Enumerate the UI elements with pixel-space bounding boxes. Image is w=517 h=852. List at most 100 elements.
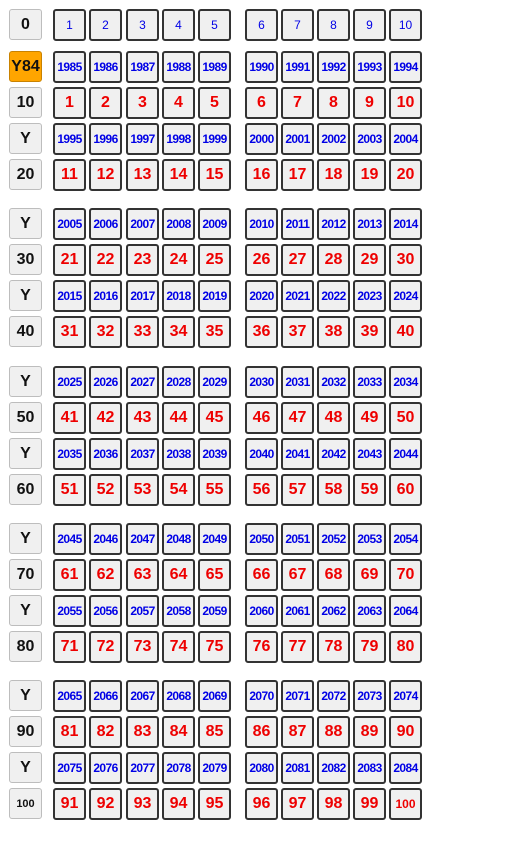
year-button[interactable]: 1989 [198, 51, 231, 83]
year-button[interactable]: 2027 [126, 366, 159, 398]
year-button[interactable]: 2077 [126, 752, 159, 784]
year-button[interactable]: 2038 [162, 438, 195, 470]
number-button[interactable]: 75 [198, 631, 231, 663]
year-button[interactable]: 2080 [245, 752, 278, 784]
number-button[interactable]: 67 [281, 559, 314, 591]
year-button[interactable]: 2013 [353, 208, 386, 240]
number-button[interactable]: 2 [89, 87, 122, 119]
number-button[interactable]: 14 [162, 159, 195, 191]
year-button[interactable]: 2048 [162, 523, 195, 555]
number-button[interactable]: 26 [245, 244, 278, 276]
column-header-button[interactable]: 9 [353, 9, 386, 41]
decade-row-label[interactable]: 70 [9, 559, 42, 590]
year-button[interactable]: 2050 [245, 523, 278, 555]
number-button[interactable]: 19 [353, 159, 386, 191]
number-button[interactable]: 79 [353, 631, 386, 663]
number-button[interactable]: 7 [281, 87, 314, 119]
number-button[interactable]: 10 [389, 87, 422, 119]
year-button[interactable]: 2076 [89, 752, 122, 784]
year-button[interactable]: 2068 [162, 680, 195, 712]
year-row-label[interactable]: Y [9, 438, 42, 469]
year-button[interactable]: 2039 [198, 438, 231, 470]
number-button[interactable]: 15 [198, 159, 231, 191]
number-button[interactable]: 50 [389, 402, 422, 434]
year-button[interactable]: 2031 [281, 366, 314, 398]
year-button[interactable]: 2028 [162, 366, 195, 398]
number-button[interactable]: 83 [126, 716, 159, 748]
number-button[interactable]: 56 [245, 474, 278, 506]
year-button[interactable]: 2021 [281, 280, 314, 312]
number-button[interactable]: 22 [89, 244, 122, 276]
year-button[interactable]: 2005 [53, 208, 86, 240]
year-button[interactable]: 2004 [389, 123, 422, 155]
year-button[interactable]: 2008 [162, 208, 195, 240]
number-button[interactable]: 16 [245, 159, 278, 191]
column-header-button[interactable]: 8 [317, 9, 350, 41]
year-button[interactable]: 2056 [89, 595, 122, 627]
number-button[interactable]: 90 [389, 716, 422, 748]
number-button[interactable]: 64 [162, 559, 195, 591]
year-button[interactable]: 2047 [126, 523, 159, 555]
number-button[interactable]: 3 [126, 87, 159, 119]
year-row-label[interactable]: Y [9, 123, 42, 154]
number-button[interactable]: 17 [281, 159, 314, 191]
decade-row-label[interactable]: 60 [9, 474, 42, 505]
number-button[interactable]: 69 [353, 559, 386, 591]
number-button[interactable]: 45 [198, 402, 231, 434]
year-button[interactable]: 1992 [317, 51, 350, 83]
year-button[interactable]: 2017 [126, 280, 159, 312]
year-button[interactable]: 2049 [198, 523, 231, 555]
year-button[interactable]: 1990 [245, 51, 278, 83]
number-button[interactable]: 57 [281, 474, 314, 506]
decade-row-label[interactable]: 30 [9, 244, 42, 275]
year-button[interactable]: 1996 [89, 123, 122, 155]
number-button[interactable]: 60 [389, 474, 422, 506]
number-button[interactable]: 48 [317, 402, 350, 434]
number-button[interactable]: 72 [89, 631, 122, 663]
number-button[interactable]: 59 [353, 474, 386, 506]
column-header-button[interactable]: 2 [89, 9, 122, 41]
year-button[interactable]: 2041 [281, 438, 314, 470]
number-button[interactable]: 76 [245, 631, 278, 663]
decade-row-label[interactable]: 10 [9, 87, 42, 118]
year-button[interactable]: 2084 [389, 752, 422, 784]
year-button[interactable]: 2000 [245, 123, 278, 155]
year-button[interactable]: 2035 [53, 438, 86, 470]
year-button[interactable]: 1997 [126, 123, 159, 155]
number-button[interactable]: 6 [245, 87, 278, 119]
year-button[interactable]: 2007 [126, 208, 159, 240]
year-button[interactable]: 2070 [245, 680, 278, 712]
number-button[interactable]: 95 [198, 788, 231, 820]
number-button[interactable]: 89 [353, 716, 386, 748]
number-button[interactable]: 98 [317, 788, 350, 820]
year-row-label[interactable]: Y [9, 280, 42, 311]
number-button[interactable]: 86 [245, 716, 278, 748]
number-button[interactable]: 41 [53, 402, 86, 434]
year-button[interactable]: 2078 [162, 752, 195, 784]
year-button[interactable]: 2044 [389, 438, 422, 470]
year-row-label[interactable]: Y [9, 752, 42, 783]
year-button[interactable]: 2024 [389, 280, 422, 312]
number-button[interactable]: 81 [53, 716, 86, 748]
number-button[interactable]: 25 [198, 244, 231, 276]
year-row-label[interactable]: Y [9, 366, 42, 397]
number-button[interactable]: 43 [126, 402, 159, 434]
number-button[interactable]: 36 [245, 316, 278, 348]
year-button[interactable]: 2057 [126, 595, 159, 627]
year-button[interactable]: 2065 [53, 680, 86, 712]
year-button[interactable]: 2020 [245, 280, 278, 312]
number-button[interactable]: 5 [198, 87, 231, 119]
year-button[interactable]: 2052 [317, 523, 350, 555]
year-button[interactable]: 1993 [353, 51, 386, 83]
number-button[interactable]: 4 [162, 87, 195, 119]
number-button[interactable]: 61 [53, 559, 86, 591]
year-button[interactable]: 2072 [317, 680, 350, 712]
year-button[interactable]: 2064 [389, 595, 422, 627]
year-button[interactable]: 2066 [89, 680, 122, 712]
year-button[interactable]: 2046 [89, 523, 122, 555]
year-button[interactable]: 2069 [198, 680, 231, 712]
number-button[interactable]: 55 [198, 474, 231, 506]
column-header-button[interactable]: 7 [281, 9, 314, 41]
year-row-label[interactable]: Y [9, 680, 42, 711]
number-button[interactable]: 33 [126, 316, 159, 348]
